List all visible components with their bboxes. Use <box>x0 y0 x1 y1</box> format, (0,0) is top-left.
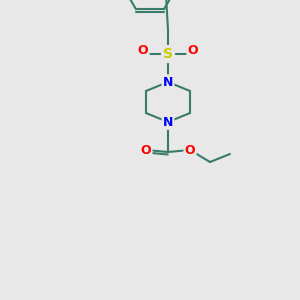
Text: O: O <box>188 44 198 58</box>
Text: O: O <box>185 143 195 157</box>
Text: N: N <box>163 76 173 88</box>
Text: N: N <box>163 116 173 128</box>
Text: O: O <box>138 44 148 58</box>
Text: O: O <box>141 143 151 157</box>
Text: S: S <box>163 47 173 61</box>
